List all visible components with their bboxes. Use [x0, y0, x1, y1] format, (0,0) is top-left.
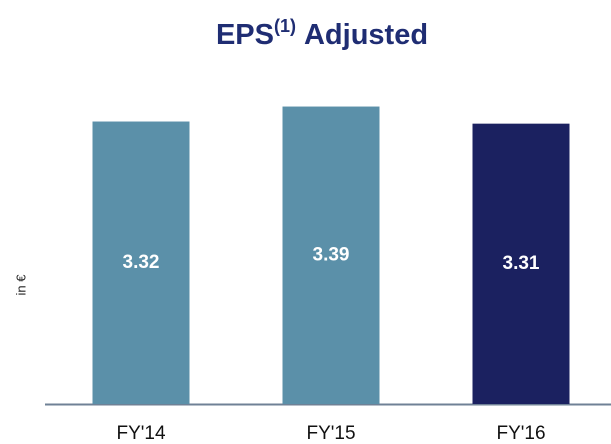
title-superscript: (1): [274, 16, 296, 36]
bar: [92, 121, 190, 405]
bar: [282, 106, 380, 404]
title-suffix: Adjusted: [304, 19, 428, 51]
x-tick-label: FY'14: [116, 423, 165, 444]
y-axis-label: in €: [13, 274, 28, 296]
chart-title: EPS(1) Adjusted: [216, 16, 428, 51]
x-tick-label: FY'15: [306, 423, 355, 444]
x-tick-label: FY'16: [496, 423, 545, 444]
data-label: 3.32: [123, 252, 160, 273]
data-label: 3.31: [503, 253, 540, 274]
data-label: 3.39: [313, 244, 350, 265]
title-main: EPS: [216, 19, 274, 51]
bar: [472, 123, 570, 404]
